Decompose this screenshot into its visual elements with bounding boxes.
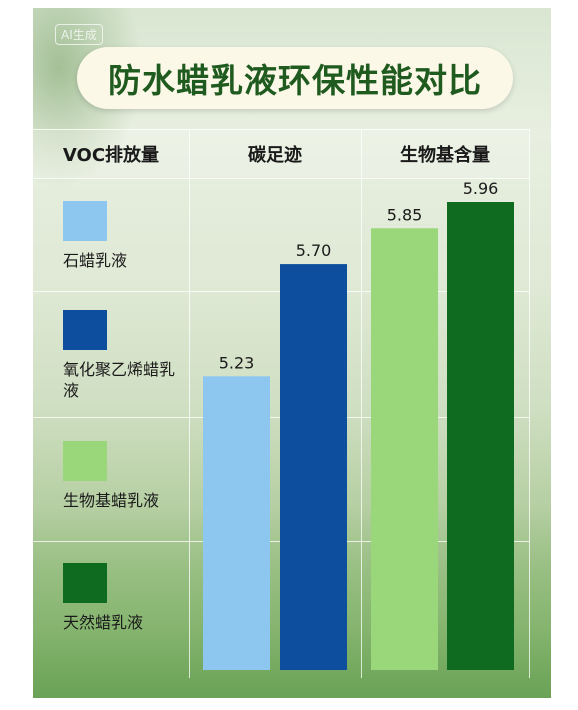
legend-label: 生物基蜡乳液 (63, 491, 160, 510)
legend-swatch (63, 201, 107, 241)
legend-swatch (63, 441, 107, 481)
legend-item-oxidized-pe: 氧化聚乙烯蜡乳液 (63, 310, 193, 401)
chart-title: 防水蜡乳液环保性能对比 (77, 47, 513, 109)
grid-vline-1 (189, 129, 190, 678)
ai-watermark: AI生成 (55, 24, 103, 45)
bar-value-label-3: 5.85 (387, 205, 423, 224)
bar-3 (371, 228, 438, 670)
grid-line-top (33, 129, 529, 130)
legend-item-biobased: 生物基蜡乳液 (63, 441, 193, 511)
legend-swatch (63, 563, 107, 603)
legend-item-paraffin: 石蜡乳液 (63, 201, 193, 271)
grid-line-header (33, 178, 529, 179)
bar-value-label-1: 5.23 (219, 353, 255, 372)
poster: AI生成 防水蜡乳液环保性能对比 VOC排放量 碳足迹 生物基含量 石蜡乳液 氧… (33, 8, 551, 698)
header-biobased-content: 生物基含量 (400, 144, 490, 166)
header-row (33, 129, 529, 178)
bar-value-label-2: 5.70 (296, 241, 332, 260)
legend-label: 石蜡乳液 (63, 251, 128, 270)
header-carbon-footprint: 碳足迹 (248, 144, 302, 166)
legend-label: 氧化聚乙烯蜡乳液 (63, 360, 176, 400)
bar-chart: 5.23 5.70 5.85 5.96 (203, 179, 514, 670)
bar-1 (203, 376, 270, 670)
legend-swatch (63, 310, 107, 350)
bar-4 (447, 202, 514, 670)
grid-vline-2 (361, 129, 362, 678)
header-voc: VOC排放量 (62, 144, 160, 166)
grid-vline-3 (529, 129, 530, 678)
legend-label: 天然蜡乳液 (63, 613, 144, 632)
bar-2 (280, 264, 347, 670)
legend-item-natural: 天然蜡乳液 (63, 563, 193, 633)
bar-value-label-4: 5.96 (463, 179, 499, 198)
